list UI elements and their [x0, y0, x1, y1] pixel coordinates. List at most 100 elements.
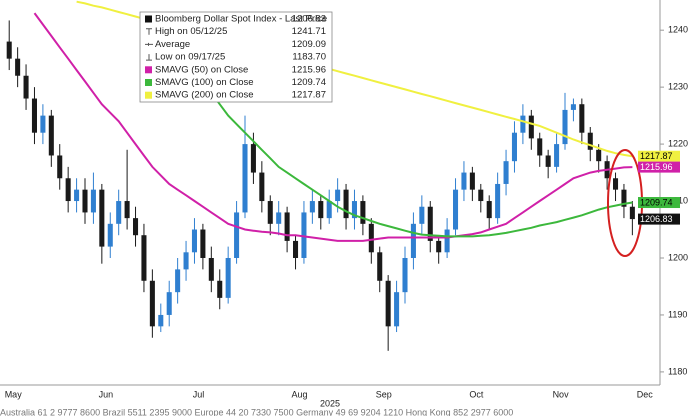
legend-icon	[145, 79, 152, 86]
candle-body	[40, 115, 46, 133]
candle-body	[57, 155, 63, 179]
legend-series-label: SMAVG (100) on Close	[155, 77, 254, 88]
candle-body	[149, 280, 155, 327]
y-tick-label: 1190	[668, 309, 687, 319]
legend-icon	[145, 42, 153, 46]
value-tag: 1209.74	[640, 197, 673, 207]
x-tick-label: Dec	[637, 389, 654, 399]
ma-line	[33, 12, 633, 242]
legend-main-label: Bloomberg Dollar Spot Index - Last Price	[155, 14, 327, 25]
candle-body	[225, 257, 231, 298]
candle-body	[520, 115, 526, 133]
value-tag-bg	[638, 213, 680, 225]
candle-body	[309, 201, 315, 213]
candle-body	[74, 189, 80, 202]
footer: Australia 61 2 9777 8600 Brazil 5511 239…	[0, 407, 513, 416]
legend: Bloomberg Dollar Spot Index - Last Price…	[139, 11, 333, 103]
candle-body	[629, 206, 635, 220]
legend-stat-label: High on 05/12/25	[155, 26, 227, 37]
candle-body	[385, 280, 391, 327]
legend-icon	[145, 15, 152, 23]
candle-body	[133, 218, 139, 236]
value-tag-bg	[638, 150, 680, 162]
legend-icon	[146, 54, 152, 61]
candle-body	[31, 98, 37, 133]
candle-body	[511, 132, 517, 162]
candle-body	[234, 212, 240, 258]
x-tick-label: Aug	[292, 389, 308, 399]
y-tick-label: 1180	[668, 366, 687, 376]
candle-body	[301, 212, 307, 258]
candle-body	[200, 229, 206, 258]
candle-body	[579, 104, 585, 133]
candle-body	[596, 149, 602, 162]
candle-body	[250, 144, 256, 173]
x-tick-label: Oct	[469, 389, 484, 399]
candle-body	[259, 172, 265, 202]
candle-body	[461, 172, 467, 190]
y-tick-label: 1220	[668, 138, 688, 148]
legend-icon	[145, 66, 152, 74]
candle-body	[368, 223, 374, 253]
candle-body	[48, 115, 54, 156]
candle-body	[65, 178, 71, 202]
candle-body	[545, 155, 551, 167]
candle-body	[377, 252, 383, 281]
legend-series-label: SMAVG (200) on Close	[155, 90, 254, 101]
y-tick-label: 1230	[668, 82, 688, 92]
legend-stat-value: 1209.09	[292, 39, 326, 50]
candle-body	[284, 212, 290, 241]
candle-body	[351, 201, 357, 219]
legend-icon	[145, 91, 152, 99]
candle-body	[570, 104, 576, 110]
value-tag: 1215.96	[640, 162, 673, 172]
y-tick-label: 1240	[668, 25, 688, 35]
candle-body	[495, 183, 501, 219]
candle-body	[82, 189, 88, 213]
y-tick-label: 1200	[668, 252, 688, 262]
candle-body	[360, 201, 366, 224]
candle-body	[587, 132, 593, 150]
legend-icon	[146, 28, 152, 35]
candle-body	[107, 223, 113, 247]
candle-body	[166, 292, 172, 315]
legend-box	[139, 11, 333, 103]
candle-body	[419, 206, 425, 224]
candle-body	[394, 292, 400, 327]
candle-body	[335, 189, 341, 202]
value-tag: 1206.83	[640, 214, 673, 224]
legend-main-value: 1206.83	[292, 14, 326, 25]
candle-body	[175, 269, 181, 293]
candle-body	[116, 201, 122, 224]
candle-body	[191, 229, 197, 253]
legend-series-label: SMAVG (50) on Close	[155, 64, 248, 75]
candle-body	[613, 178, 619, 190]
candle-body	[217, 280, 223, 298]
candle-body	[6, 41, 12, 59]
value-tag-bg	[638, 197, 680, 209]
x-tick-label: May	[5, 389, 23, 399]
candle-body	[318, 201, 324, 219]
candle-body	[486, 201, 492, 219]
candle-body	[427, 206, 433, 241]
candle-body	[469, 172, 475, 190]
candle-body	[141, 235, 147, 281]
candle-body	[99, 189, 105, 247]
x-tick-label: Jun	[99, 389, 114, 399]
legend-stat-value: 1241.71	[292, 26, 326, 37]
candle-body	[158, 314, 164, 327]
candle-body	[444, 229, 450, 253]
x-tick-label: Sep	[376, 389, 392, 399]
candle-body	[562, 109, 568, 145]
candle-body	[293, 240, 299, 258]
candle-body	[183, 252, 189, 270]
legend-stat-label: Low on 09/17/25	[155, 52, 225, 63]
candle-body	[326, 201, 332, 219]
candle-body	[436, 240, 442, 253]
candle-body	[410, 223, 416, 258]
x-tick-label: Jul	[193, 389, 205, 399]
value-tag-bg	[638, 161, 680, 173]
candle-body	[402, 257, 408, 293]
candle-body	[621, 189, 627, 207]
